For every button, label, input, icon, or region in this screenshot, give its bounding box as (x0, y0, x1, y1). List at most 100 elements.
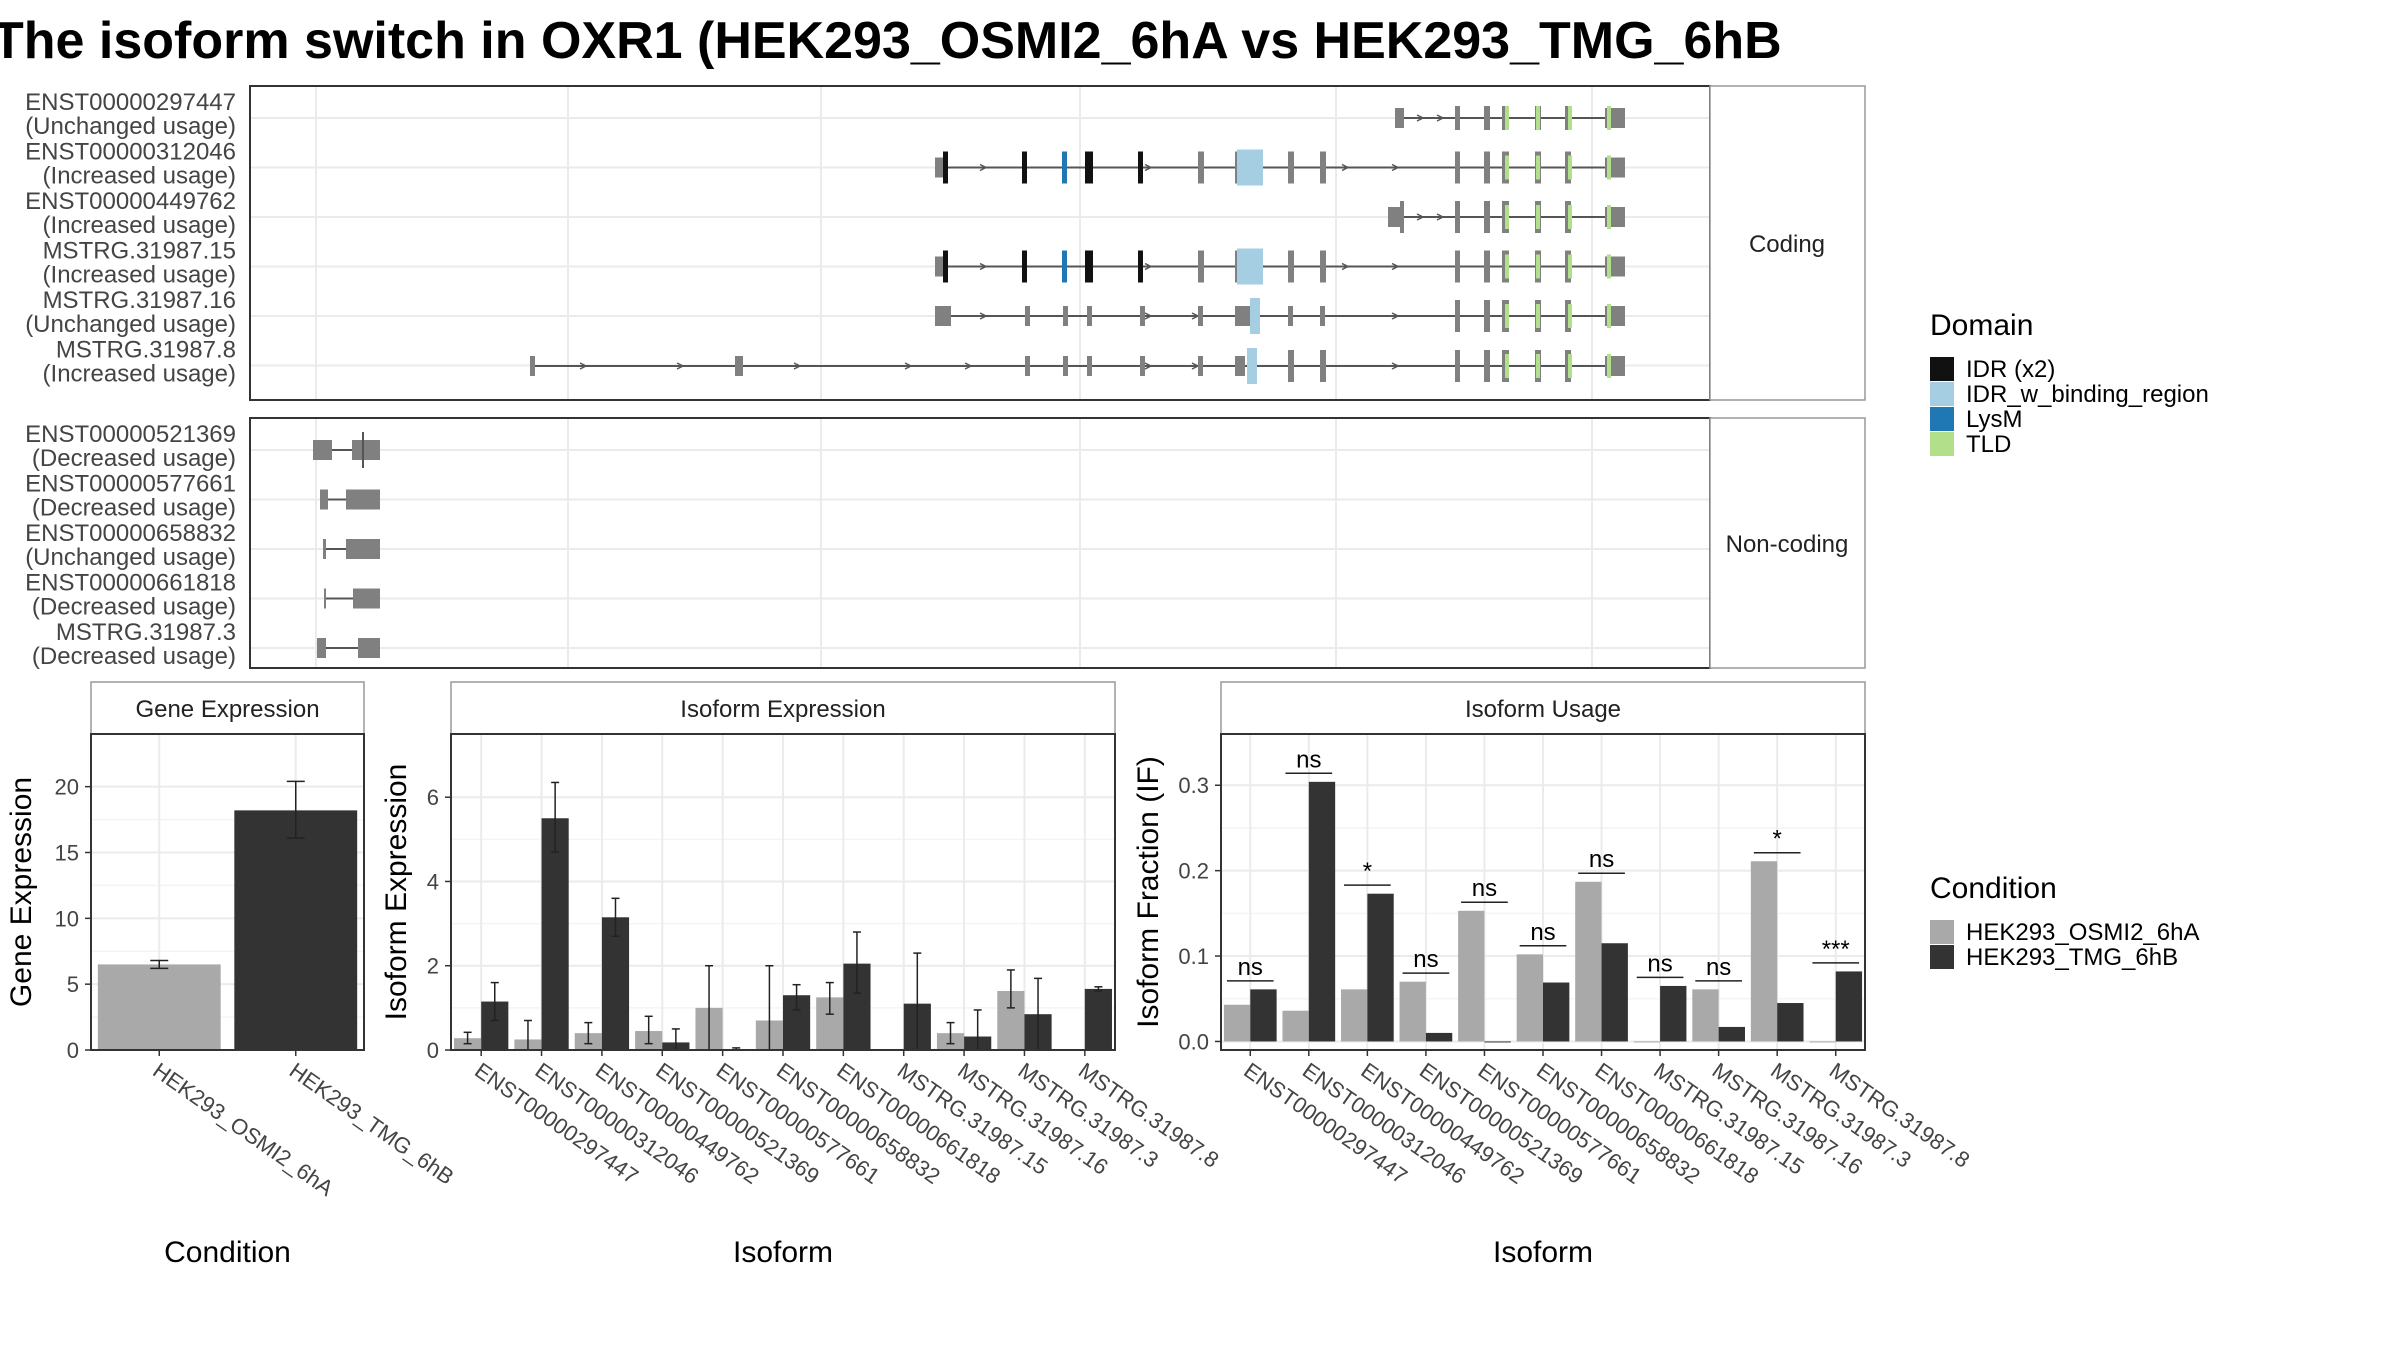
tld-domain-block (1607, 354, 1611, 378)
idr-domain-block (1022, 250, 1027, 283)
exon (317, 638, 326, 658)
exon (530, 356, 535, 376)
exon (1455, 201, 1460, 233)
exon (1140, 306, 1145, 326)
exon (1484, 151, 1490, 184)
exon (1484, 250, 1490, 283)
exon (935, 306, 951, 326)
exon (323, 539, 326, 559)
intron-arrow (964, 362, 973, 370)
transcript-usage-label: (Decreased usage) (32, 643, 236, 670)
transcript-usage-label: (Unchanged usage) (25, 113, 236, 140)
exon (1320, 151, 1326, 184)
bar-cond2 (234, 810, 358, 1050)
y-tick-label: 2 (427, 954, 439, 979)
significance-label: ns (1706, 954, 1731, 981)
idr-domain-block (943, 151, 948, 184)
chart-title: Isoform Usage (1465, 696, 1621, 723)
bar-cond1 (1692, 989, 1719, 1042)
tld-domain-block (1607, 254, 1611, 279)
tld-domain-block (1505, 106, 1509, 130)
intron-arrow (1341, 262, 1350, 271)
domain-legend-key (1930, 432, 1954, 456)
domain-legend-key (1930, 382, 1954, 406)
transcript-usage-label: (Unchanged usage) (25, 544, 236, 571)
exon (1400, 201, 1404, 233)
condition-legend-label: HEK293_OSMI2_6hA (1966, 919, 2199, 946)
tld-domain-block (1505, 354, 1509, 378)
bar-cond2 (1484, 1041, 1511, 1043)
facet-strip (1709, 417, 1866, 669)
intron-arrow (1391, 312, 1400, 320)
transcript-id-label: ENST00000521369 (25, 421, 236, 448)
facet-strip-label: Non-coding (1726, 531, 1849, 558)
bar-cond2 (601, 917, 630, 1050)
exon (1235, 306, 1240, 326)
exon (353, 588, 380, 609)
main-title: The isoform switch in OXR1 (HEK293_OSMI2… (0, 12, 1782, 70)
exon (1455, 250, 1460, 283)
condition-legend-label: HEK293_TMG_6hB (1966, 944, 2178, 971)
y-axis-label: Isoform Fraction (IF) (1132, 756, 1165, 1028)
tld-domain-block (1607, 304, 1611, 328)
idr-domain-block (1138, 250, 1143, 283)
domain-legend-key (1930, 407, 1954, 431)
bar-cond2 (1835, 971, 1863, 1042)
transcript-id-label: ENST00000661818 (25, 570, 236, 597)
exon (1484, 106, 1490, 130)
bar-cond2 (1777, 1003, 1804, 1042)
intron-arrow (1391, 163, 1400, 172)
y-tick-label: 0 (427, 1038, 439, 1063)
bar-cond2 (1718, 1026, 1745, 1042)
structure-panel-noncoding: ENST00000521369(Decreased usage)ENST0000… (25, 417, 1866, 670)
tld-domain-block (1536, 354, 1540, 378)
exon (1025, 306, 1030, 326)
exon (1288, 350, 1294, 382)
intron-arrow (1436, 114, 1445, 122)
x-axis-label: Condition (164, 1236, 291, 1269)
panel-border (90, 733, 365, 1051)
transcript-id-label: MSTRG.31987.16 (43, 287, 236, 314)
bar-cond2 (1308, 781, 1336, 1042)
exon (1087, 356, 1092, 376)
tld-domain-block (1568, 254, 1572, 279)
domain-legend-label: TLD (1966, 431, 2011, 458)
idr-domain-block (1085, 151, 1093, 184)
x-axis-label: Isoform (1493, 1236, 1593, 1269)
exon (1025, 356, 1030, 376)
significance-label: ns (1472, 875, 1497, 902)
significance-label: ns (1413, 946, 1438, 973)
intron-arrow (1391, 362, 1400, 370)
transcript-usage-label: (Decreased usage) (32, 594, 236, 621)
transcript-id-label: MSTRG.31987.3 (56, 619, 236, 646)
domain-legend-label: LysM (1966, 406, 2022, 433)
exon (1198, 306, 1203, 326)
exon (1484, 350, 1490, 382)
bar-cond2 (541, 818, 569, 1050)
significance-label: ns (1530, 919, 1555, 946)
domain-legend-title: Domain (1930, 309, 2033, 342)
transcript-usage-label: (Decreased usage) (32, 445, 236, 472)
y-tick-label: 4 (427, 869, 439, 894)
tld-domain-block (1568, 354, 1572, 378)
transcript-id-label: ENST00000449762 (25, 188, 236, 215)
exon (1235, 356, 1245, 376)
facet-strip-label: Coding (1749, 231, 1825, 258)
bar-cond1 (1809, 1041, 1836, 1043)
intron-arrow (1391, 262, 1400, 271)
bar-cond2 (1543, 982, 1570, 1042)
tld-domain-block (1505, 155, 1509, 180)
panel-background (250, 86, 1710, 400)
panel-background (250, 418, 1710, 668)
idr-domain-block (943, 250, 948, 283)
y-tick-label: 0.0 (1178, 1029, 1209, 1054)
transcript-usage-label: (Increased usage) (43, 163, 236, 190)
intron-arrow (979, 163, 988, 172)
bar-cond1 (1341, 989, 1368, 1042)
exon (1455, 151, 1460, 184)
exon (346, 489, 380, 510)
significance-label: ns (1296, 746, 1321, 773)
y-tick-label: 5 (67, 972, 79, 997)
intron-arrow (1144, 262, 1153, 271)
